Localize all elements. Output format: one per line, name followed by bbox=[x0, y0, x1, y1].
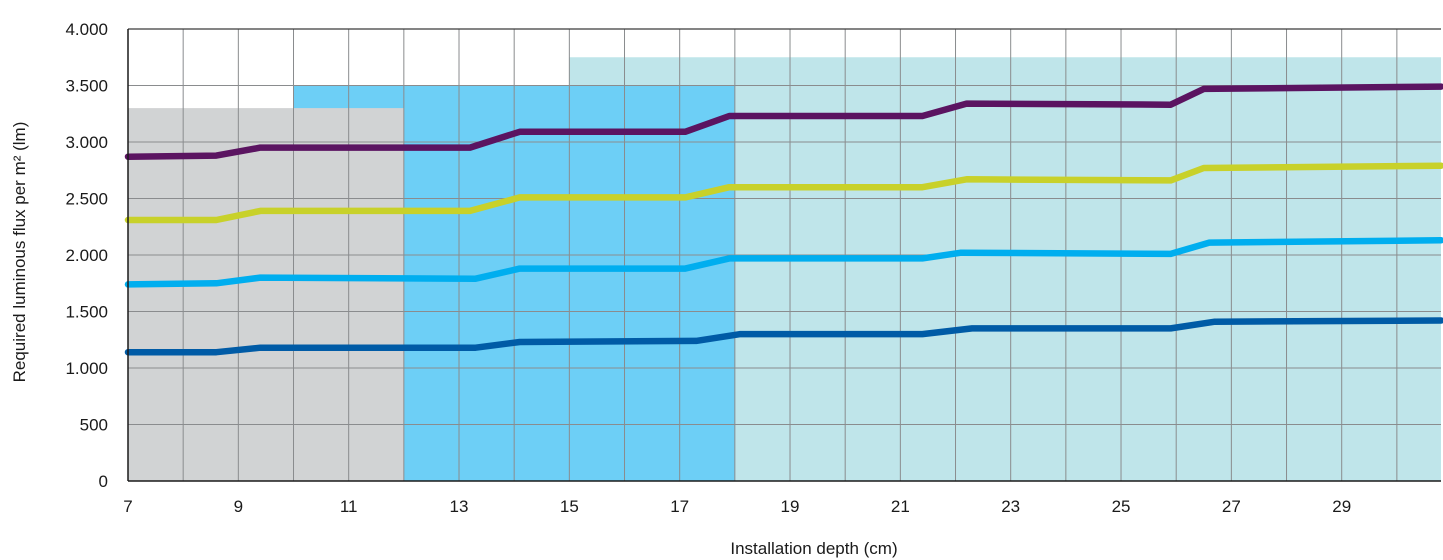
x-tick-label: 17 bbox=[670, 497, 689, 516]
y-tick-label: 1.000 bbox=[65, 359, 108, 378]
y-axis-ticks: 0 500 1.000 1.500 2.000 2.500 3.000 3.500 4.000 bbox=[65, 20, 108, 491]
y-tick-label: 4.000 bbox=[65, 20, 108, 39]
y-tick-label: 2.500 bbox=[65, 190, 108, 209]
x-tick-label: 27 bbox=[1222, 497, 1241, 516]
y-tick-label: 3.500 bbox=[65, 77, 108, 96]
y-tick-label: 2.000 bbox=[65, 246, 108, 265]
x-tick-label: 29 bbox=[1332, 497, 1351, 516]
series-line-4 bbox=[124, 83, 1443, 160]
series-line-2 bbox=[124, 237, 1443, 288]
y-tick-label: 3.000 bbox=[65, 133, 108, 152]
y-axis-title: Required luminous flux per m² (lm) bbox=[10, 122, 29, 383]
x-tick-label: 7 bbox=[123, 497, 132, 516]
x-tick-label: 9 bbox=[234, 497, 243, 516]
x-axis-title: Installation depth (cm) bbox=[730, 539, 897, 558]
series-line-3 bbox=[124, 162, 1443, 224]
x-tick-label: 23 bbox=[1001, 497, 1020, 516]
series-lines bbox=[124, 83, 1443, 356]
y-tick-label: 0 bbox=[99, 472, 108, 491]
x-axis-ticks: 7 9 11 13 15 17 19 21 23 25 27 29 bbox=[123, 497, 1351, 516]
x-tick-label: 21 bbox=[891, 497, 910, 516]
x-tick-label: 19 bbox=[781, 497, 800, 516]
x-tick-label: 25 bbox=[1112, 497, 1131, 516]
y-tick-label: 1.500 bbox=[65, 303, 108, 322]
plot-frame bbox=[127, 28, 1441, 482]
shaded-region-3 bbox=[128, 108, 404, 481]
x-tick-label: 13 bbox=[450, 497, 469, 516]
shaded-regions bbox=[128, 57, 1441, 481]
series-line-1 bbox=[124, 317, 1443, 356]
x-tick-label: 15 bbox=[560, 497, 579, 516]
y-tick-label: 500 bbox=[80, 416, 108, 435]
x-tick-label: 11 bbox=[340, 497, 358, 516]
